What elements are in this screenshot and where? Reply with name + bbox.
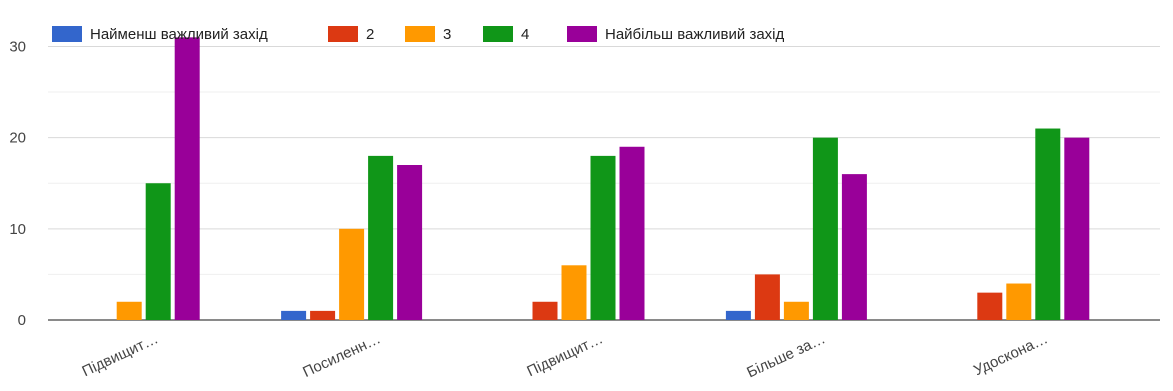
legend-swatch: [405, 26, 435, 42]
legend-item-4[interactable]: 4: [483, 26, 529, 43]
bar-3-5: [1006, 283, 1032, 320]
legend-label: Найменш важливий захід: [90, 26, 268, 43]
legend-swatch: [328, 26, 358, 42]
x-tick-label: Посиленн…: [300, 330, 383, 381]
bar-найменш-важливий-захід-4: [725, 310, 751, 320]
bar-найбільш-важливий-захід-2: [397, 165, 423, 320]
bar-3-1: [116, 301, 142, 320]
bars: [116, 37, 1090, 321]
y-tick-label: 0: [18, 312, 26, 329]
x-tick-label: Підвищит…: [524, 330, 605, 380]
bar-3-2: [339, 228, 365, 320]
bar-4-5: [1035, 128, 1061, 320]
y-tick-label: 30: [9, 38, 26, 55]
legend-item-1[interactable]: Найменш важливий захід: [52, 26, 268, 43]
bar-найбільш-важливий-захід-4: [841, 174, 867, 320]
legend-swatch: [567, 26, 597, 42]
bar-2-4: [754, 274, 780, 320]
legend-item-3[interactable]: 3: [405, 26, 451, 43]
y-axis-ticks: 0 10 20 30: [9, 38, 26, 329]
legend-label: 3: [443, 26, 451, 43]
y-tick-label: 20: [9, 130, 26, 147]
x-axis-ticks: Підвищит… Посиленн… Підвищит… Більше за… Удо…: [80, 330, 1051, 381]
bar-2-3: [532, 301, 558, 320]
bar-3-3: [561, 265, 587, 320]
x-tick-label: Підвищит…: [80, 330, 161, 380]
x-tick-label: Більше за…: [744, 330, 828, 381]
bar-найбільш-важливий-захід-5: [1064, 137, 1090, 320]
bar-4-3: [590, 155, 616, 320]
legend-swatch: [52, 26, 82, 42]
bar-4-2: [368, 155, 394, 320]
legend-label: Найбільш важливий захід: [605, 26, 785, 43]
legend-label: 2: [366, 26, 374, 43]
legend-swatch: [483, 26, 513, 42]
bar-3-4: [783, 301, 809, 320]
x-tick-label: Удоскона…: [971, 330, 1050, 379]
legend-item-2[interactable]: 2: [328, 26, 374, 43]
bar-найменш-важливий-захід-2: [281, 310, 307, 320]
bar-2-2: [310, 310, 336, 320]
bar-2-5: [977, 292, 1003, 320]
legend: Найменш важливий захід 2 3 4 Найбільш важлив…: [52, 26, 785, 43]
legend-label: 4: [521, 26, 529, 43]
bar-найбільш-важливий-захід-3: [619, 146, 645, 320]
bar-найбільш-важливий-захід-1: [174, 37, 200, 321]
legend-item-5[interactable]: Найбільш важливий захід: [567, 26, 785, 43]
y-tick-label: 10: [9, 221, 26, 238]
bar-4-4: [812, 137, 838, 320]
bar-4-1: [145, 183, 171, 320]
